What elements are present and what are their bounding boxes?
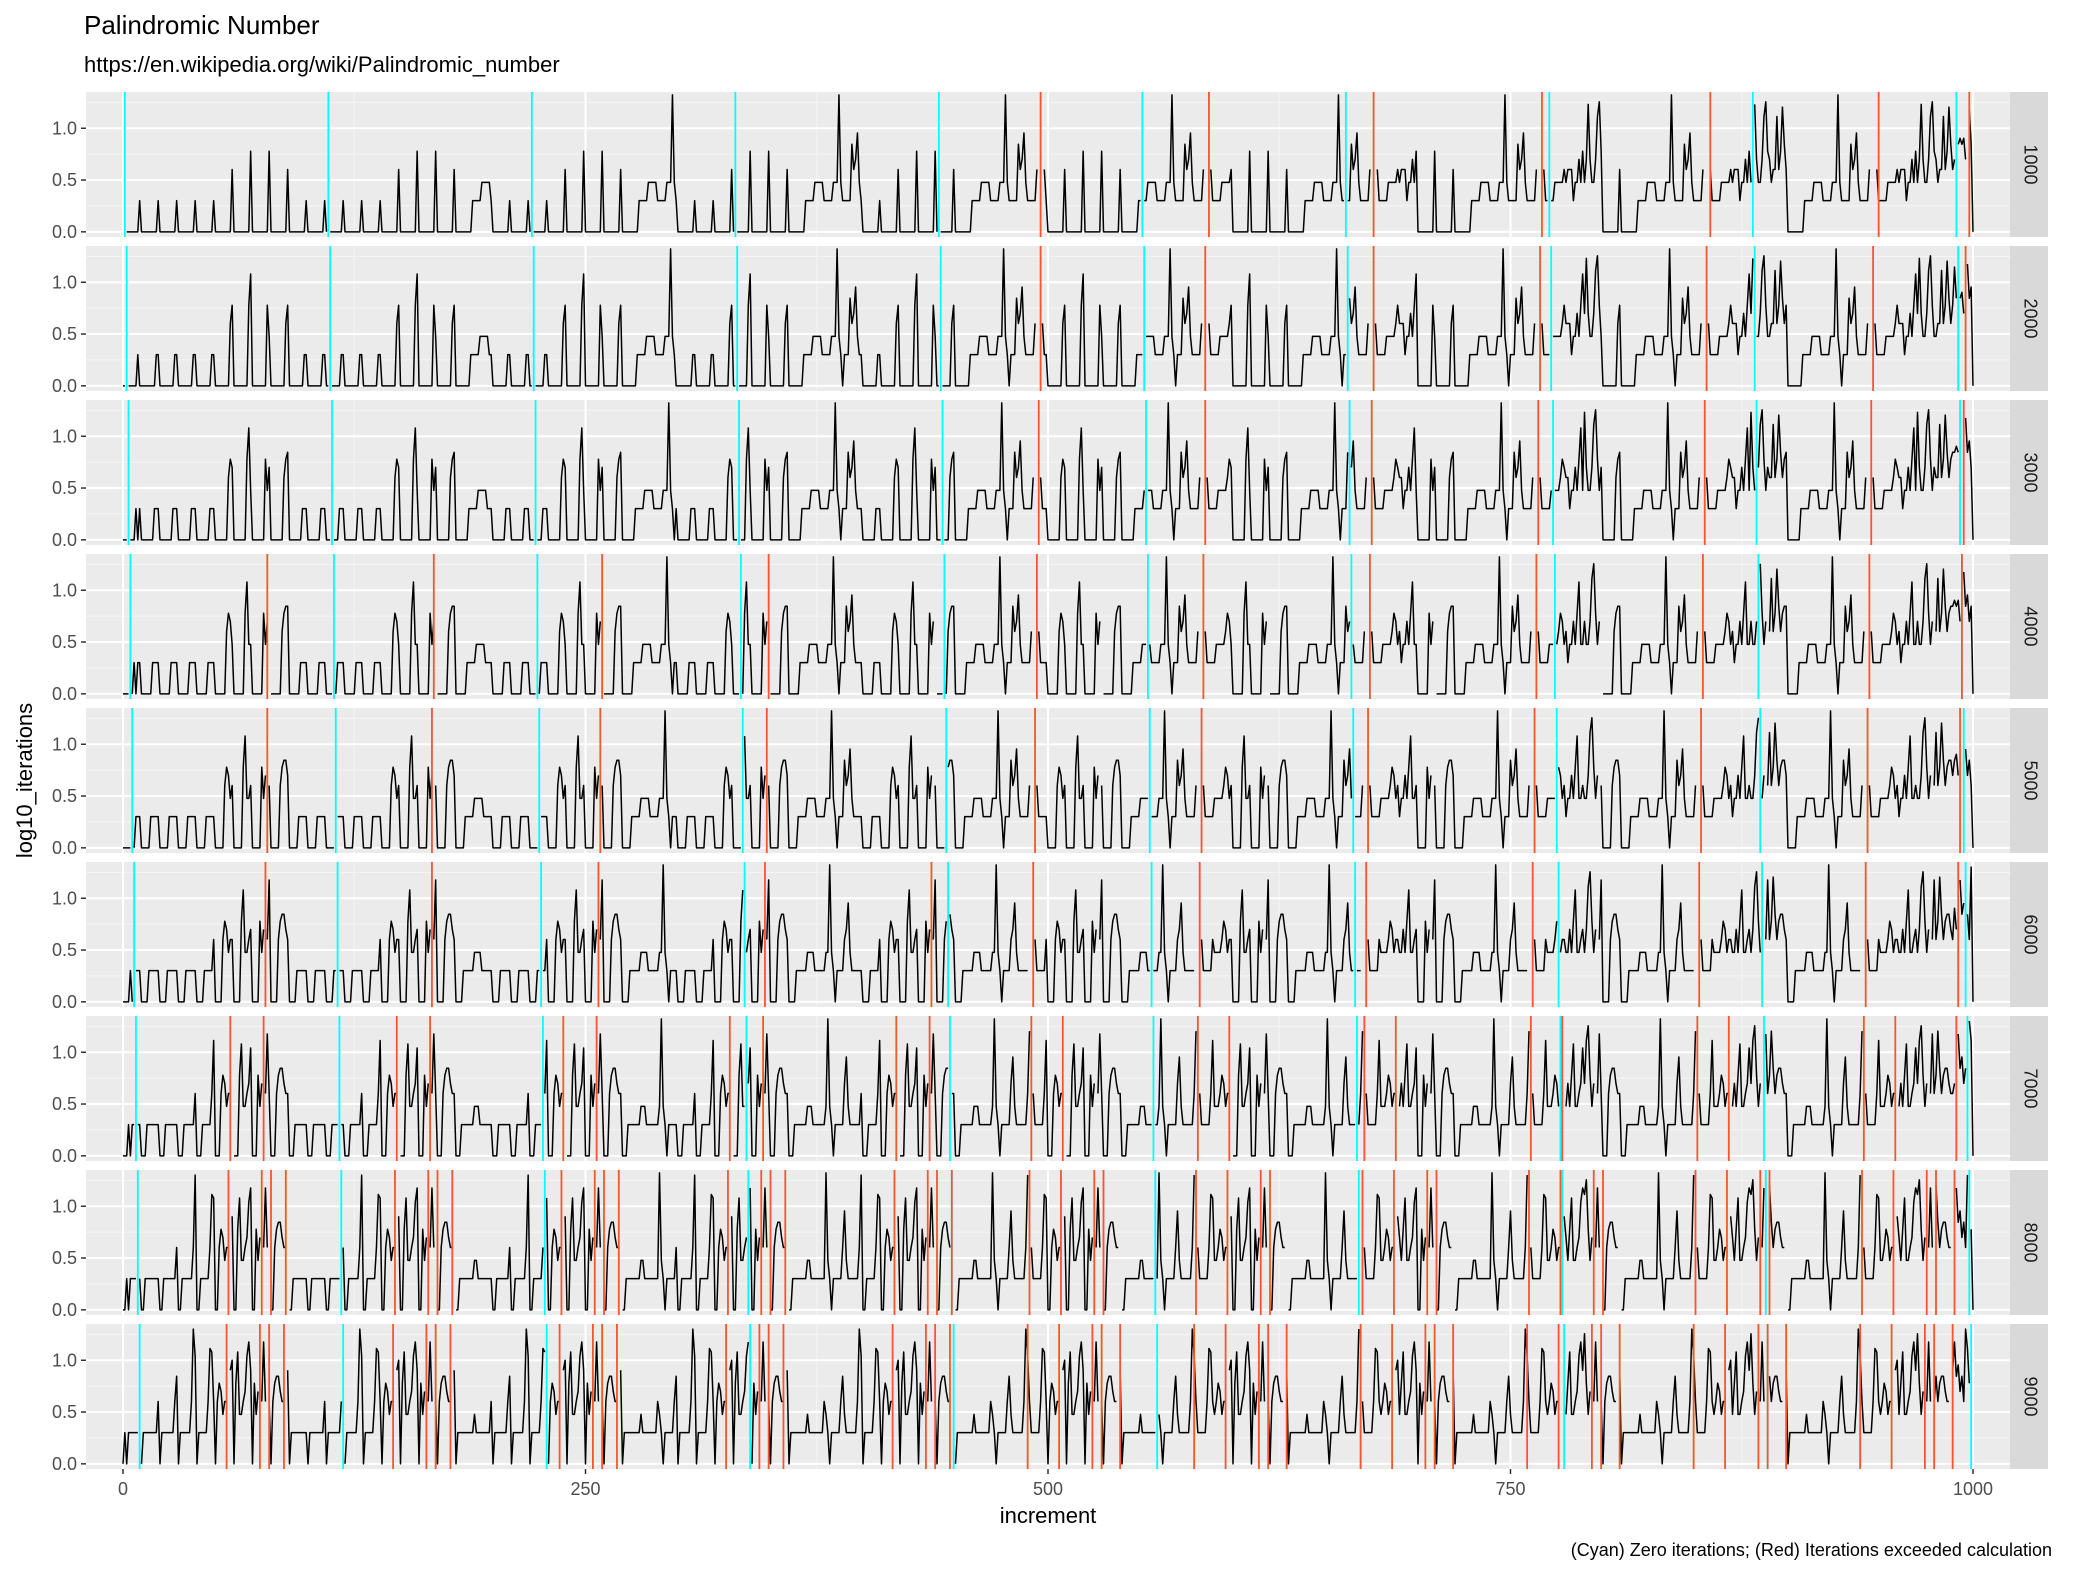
facet-strip-label: 8000 [2020,1222,2040,1262]
y-tick-label: 0.0 [52,1146,77,1166]
facet-strip-label: 6000 [2020,914,2040,954]
facet-strip [2010,400,2048,545]
y-tick-label: 1.0 [52,1042,77,1062]
iteration-line [123,864,1974,1003]
x-tick-label: 250 [570,1479,600,1499]
y-tick-label: 1.0 [52,580,77,600]
y-tick-label: 1.0 [52,888,77,908]
facet-strip [2010,708,2048,853]
y-tick-label: 1.0 [52,272,77,292]
y-tick-label: 0.5 [52,324,77,344]
x-axis-title: increment [1000,1503,1097,1528]
facet-strip-label: 9000 [2020,1376,2040,1416]
x-tick-label: 500 [1033,1479,1063,1499]
y-tick-label: 1.0 [52,1196,77,1216]
y-tick-label: 0.0 [52,530,77,550]
y-tick-label: 0.0 [52,222,77,242]
y-tick-label: 1.0 [52,118,77,138]
y-tick-label: 0.5 [52,632,77,652]
chart-title: Palindromic Number [84,10,320,40]
y-tick-label: 0.5 [52,170,77,190]
facet-strip [2010,1016,2048,1161]
facet-strip [2010,862,2048,1007]
iteration-line [123,402,1974,541]
y-tick-label: 0.0 [52,992,77,1012]
x-tick-label: 1000 [1953,1479,1993,1499]
y-tick-label: 0.5 [52,786,77,806]
y-tick-label: 0.5 [52,1402,77,1422]
y-tick-label: 0.0 [52,838,77,858]
facet-strip [2010,1324,2048,1469]
y-tick-label: 0.0 [52,1454,77,1474]
facet-strip [2010,92,2048,237]
iteration-line [123,248,1974,387]
y-axis-title: log10_iterations [12,703,37,858]
x-tick-label: 0 [118,1479,128,1499]
facet-strip [2010,246,2048,391]
iteration-line [126,94,1974,233]
facet-strip-label: 4000 [2020,606,2040,646]
facet-strip [2010,554,2048,699]
y-tick-label: 1.0 [52,1350,77,1370]
y-tick-label: 0.5 [52,1248,77,1268]
facet-strip-label: 3000 [2020,452,2040,492]
iteration-line [123,710,1974,849]
y-tick-label: 1.0 [52,734,77,754]
facet-strip [2010,1170,2048,1315]
y-tick-label: 0.5 [52,940,77,960]
x-tick-label: 750 [1495,1479,1525,1499]
y-tick-label: 0.5 [52,478,77,498]
chart-caption: (Cyan) Zero iterations; (Red) Iterations… [1570,1540,2052,1560]
y-tick-label: 0.0 [52,1300,77,1320]
facet-strip-label: 7000 [2020,1068,2040,1108]
chart-subtitle: https://en.wikipedia.org/wiki/Palindromi… [84,52,560,77]
y-tick-label: 1.0 [52,426,77,446]
iteration-line [123,1018,1974,1157]
facet-strip-label: 1000 [2020,144,2040,184]
y-tick-label: 0.5 [52,1094,77,1114]
facet-strip-label: 2000 [2020,298,2040,338]
iteration-line [123,1172,1974,1311]
y-tick-label: 0.0 [52,376,77,396]
y-tick-label: 0.0 [52,684,77,704]
facet-strip-label: 5000 [2020,760,2040,800]
iteration-line [123,556,1974,695]
